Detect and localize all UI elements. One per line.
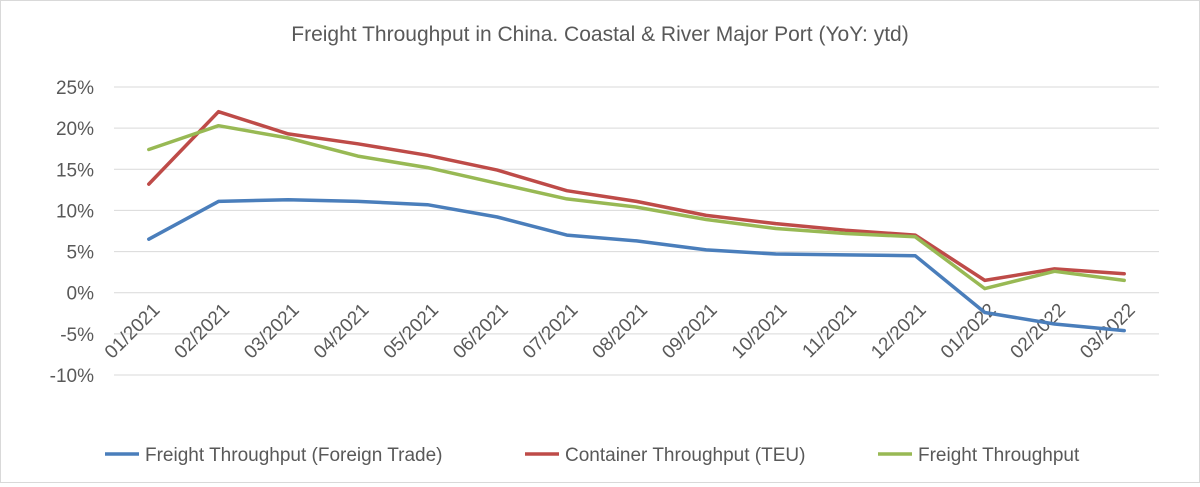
chart-title: Freight Throughput in China. Coastal & R… (291, 23, 908, 46)
x-tick-label: 12/2021 (867, 300, 930, 363)
y-tick-label: 15% (56, 160, 94, 181)
y-tick-label: 10% (56, 201, 94, 222)
x-tick-label: 10/2021 (728, 300, 791, 363)
x-tick-label: 03/2021 (240, 300, 303, 363)
x-tick-label: 02/2021 (171, 300, 234, 363)
y-tick-label: 0% (67, 284, 95, 305)
y-tick-label: 20% (56, 119, 94, 140)
x-tick-label: 11/2021 (799, 300, 861, 362)
x-tick-label: 09/2021 (658, 300, 721, 363)
x-tick-label: 02/2022 (1007, 300, 1070, 363)
legend-label: Freight Throughput (918, 445, 1080, 466)
x-tick-label: 06/2021 (449, 300, 512, 363)
x-tick-label: 07/2021 (519, 300, 582, 363)
y-tick-label: -5% (60, 325, 94, 346)
x-tick-label: 01/2021 (101, 300, 164, 363)
legend-label: Container Throughput (TEU) (565, 445, 805, 466)
x-tick-label: 01/2022 (937, 300, 1000, 363)
series-line (147, 109, 1126, 283)
y-tick-label: 5% (67, 243, 95, 264)
legend-label: Freight Throughput (Foreign Trade) (145, 445, 442, 466)
x-tick-label: 08/2021 (589, 300, 652, 363)
x-tick-label: 05/2021 (380, 300, 443, 363)
x-tick-label: 03/2022 (1076, 300, 1139, 363)
y-tick-label: -10% (50, 366, 94, 387)
y-tick-label: 25% (56, 78, 94, 99)
series-line (147, 197, 1126, 333)
series-line (147, 123, 1126, 291)
x-tick-label: 04/2021 (310, 300, 373, 363)
